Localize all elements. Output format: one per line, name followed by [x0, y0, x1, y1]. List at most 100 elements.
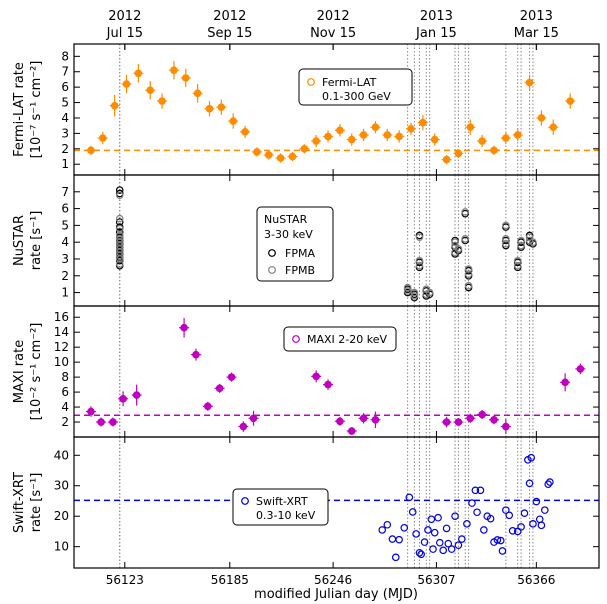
nustar-ylabel-line1: NuSTAR [12, 215, 27, 266]
fermi-data-point [300, 145, 309, 153]
y-tick-label: 16 [54, 310, 69, 324]
swift-data-point [527, 453, 536, 462]
legend-marker [292, 335, 300, 343]
maxi-data-point [324, 380, 332, 389]
nustar-data-point [513, 256, 522, 265]
maxi-data-point [192, 350, 200, 359]
y-tick-label: 40 [54, 448, 69, 462]
maxi-data-point [347, 427, 356, 435]
y-tick-label: 5 [61, 218, 69, 232]
nustar-ylabel-line2: rate [s⁻¹] [29, 211, 44, 271]
maxi-legend: MAXI 2-20 keV [283, 326, 397, 352]
nustar-data-point [464, 282, 473, 290]
nustar-data-point [115, 186, 124, 194]
maxi-data-point [576, 365, 585, 373]
swift-data-point [468, 499, 476, 507]
maxi-data-point [454, 418, 463, 426]
legend-label: 0.3-10 keV [256, 509, 316, 522]
fermi-data-point [288, 152, 297, 161]
legend-label: FPMA [285, 247, 315, 260]
x-tick-label: 56123 [106, 573, 144, 587]
swift-data-point [463, 520, 471, 528]
maxi-data-point [312, 372, 320, 381]
swift-data-point [471, 486, 480, 495]
swift-data-point [502, 506, 510, 514]
top-tick-date: Mar 15 [514, 26, 559, 41]
y-tick-label: 8 [61, 370, 69, 384]
y-tick-label: 6 [61, 202, 69, 216]
fermi-data-point [419, 118, 427, 127]
swift-data-point [517, 523, 525, 531]
fermi-data-point [490, 146, 498, 155]
fermi-data-point [359, 131, 368, 139]
fermi-data-point [146, 86, 155, 95]
fermi-data-point [276, 154, 285, 162]
top-tick-year: 2013 [520, 9, 553, 24]
y-tick-label: 30 [54, 479, 69, 493]
panel-frame [73, 305, 600, 438]
top-tick-year: 2012 [108, 9, 141, 24]
fermi-data-point [229, 117, 237, 125]
fermi-data-point [264, 151, 273, 159]
legend-marker-fpmb [268, 266, 276, 274]
x-axis-title: modified Julian day (MJD) [254, 587, 418, 602]
fermi-data-point [430, 135, 439, 144]
swift-data-point [544, 480, 552, 489]
top-date-axis: 2012 Jul 15 2012 Sep 15 2012 Nov 15 2013 Jan 15… [106, 9, 559, 50]
nustar-data-point [451, 238, 459, 246]
fermi-data-point [312, 137, 320, 145]
legend-box [256, 206, 334, 282]
swift-data-point [429, 545, 437, 553]
y-tick-label: 4 [61, 235, 69, 249]
swift-ylabel-line1: Swift-XRT [12, 472, 27, 533]
fermi-data-point [217, 103, 226, 111]
fermi-data-point [466, 123, 475, 132]
nustar-data-point [464, 270, 473, 278]
fermi-data-point [525, 78, 534, 87]
fermi-data-point [122, 80, 131, 88]
x-tick-label: 56366 [517, 573, 555, 587]
maxi-data-point [239, 422, 248, 431]
swift-data-point [508, 527, 517, 535]
legend-label: Swift-XRT [256, 495, 308, 508]
nustar-data-point [502, 221, 510, 230]
y-tick-label: 5 [61, 96, 69, 110]
fermi-data-point [98, 134, 107, 142]
legend-marker-fpma [268, 249, 276, 257]
swift-data-point [427, 515, 436, 524]
swift-data-point [439, 546, 447, 555]
swift-data-point [415, 548, 424, 557]
maxi-data-point [336, 417, 344, 426]
y-tick-label: 2 [61, 142, 69, 156]
fermi-data-point [170, 66, 178, 74]
top-tick-date: Jan 15 [415, 26, 457, 41]
swift-data-point [391, 553, 400, 562]
swift-data-point [395, 535, 403, 544]
nustar-data-point [415, 233, 424, 241]
x-tick-label: 56185 [211, 573, 249, 587]
top-tick-date: Sep 15 [207, 26, 252, 41]
swift-data-point [378, 526, 387, 534]
maxi-data-point [203, 402, 212, 411]
fermi-data-point [205, 104, 214, 113]
panel-plot-area [74, 44, 599, 175]
y-tick-label: 3 [61, 252, 69, 266]
fermi-data-point [454, 149, 463, 158]
fermi-data-point [253, 148, 261, 156]
fermi-data-point [478, 137, 486, 145]
maxi-data-point [119, 395, 127, 403]
panel-frame [73, 436, 600, 569]
fermi-data-point [324, 132, 332, 141]
legend-label: FPMB [285, 264, 315, 277]
nustar-data-point [502, 235, 510, 243]
fermi-data-point [347, 135, 356, 144]
fermi-data-point [383, 131, 392, 139]
swift-data-point [520, 509, 529, 517]
swift-data-point [541, 506, 549, 514]
swift-data-point [424, 526, 432, 534]
x-tick-label: 56246 [314, 573, 352, 587]
top-tick-year: 2012 [317, 9, 350, 24]
